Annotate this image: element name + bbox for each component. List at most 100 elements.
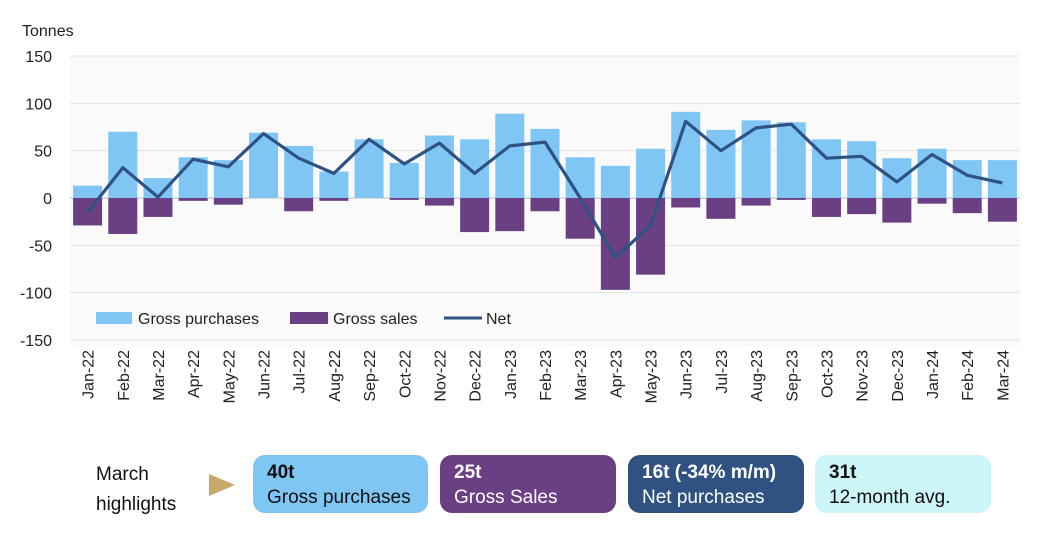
bar-gross-sales [143,198,173,217]
bar-gross-purchases [706,129,736,198]
bar-gross-purchases [987,160,1017,198]
bar-gross-purchases [847,141,877,198]
bar-gross-sales [213,198,243,205]
bar-gross-sales [178,198,208,201]
bar-gross-purchases [108,131,138,198]
bar-gross-sales [108,198,138,234]
x-tick-label: Feb-23 [538,350,555,401]
x-tick-label: Feb-24 [960,350,977,401]
y-tick-label: -100 [20,286,52,303]
x-tick-label: May-22 [221,350,238,403]
x-tick-label: Sep-22 [362,350,379,402]
bar-gross-sales [671,198,701,208]
bar-gross-purchases [636,148,666,198]
highlight-text: Gross purchases [267,487,411,508]
x-tick-label: Mar-22 [151,350,168,401]
bar-gross-sales [460,198,490,233]
bar-gross-sales [495,198,525,232]
highlight-value: 40t [267,462,295,483]
x-tick-label: Aug-23 [749,350,766,402]
bar-gross-sales [987,198,1017,222]
x-tick-label: Oct-22 [397,350,414,398]
legend-label-gross-sales: Gross sales [333,311,417,328]
bar-gross-purchases [178,157,208,198]
legend: Gross purchases Gross sales Net [96,311,511,328]
bar-gross-purchases [600,165,630,198]
x-tick-label: Aug-22 [327,350,344,402]
x-tick-label: Apr-22 [186,350,203,398]
bar-gross-sales [600,198,630,290]
highlight-text: Net purchases [642,487,765,508]
bar-gross-sales [882,198,912,223]
bar-gross-purchases [284,145,314,198]
x-tick-label: Jan-22 [81,350,98,399]
y-tick-label: 100 [25,96,52,113]
legend-swatch-gross-sales [290,312,328,324]
y-axis-label: Tonnes [22,23,74,40]
bar-gross-sales [811,198,841,217]
x-tick-label: Dec-22 [468,350,485,402]
bar-gross-purchases [917,148,947,198]
x-tick-label: Dec-23 [890,350,907,402]
x-tick-label: Nov-23 [855,350,872,402]
x-tick-label: May-23 [644,350,661,403]
y-tick-label: -50 [29,238,52,255]
bar-gross-purchases [671,111,701,198]
bar-gross-purchases [460,139,490,198]
x-tick-label: Feb-22 [116,350,133,401]
bar-gross-sales [847,198,877,215]
x-tick-label: Jan-23 [503,350,520,399]
highlights-label: March highlights [96,464,177,515]
bar-gross-sales [741,198,771,206]
x-tick-label: Jan-24 [925,350,942,399]
net-line [86,119,1003,260]
highlight-text: 12-month avg. [829,487,951,508]
chart: 150 100 50 0 -50 -100 -150 Tonnes Jan-22 Feb-22… [20,23,1020,403]
triangle-arrow-icon [209,474,235,496]
y-tick-label: 0 [43,191,52,208]
x-tick-label: Jul-23 [714,350,731,394]
bar-gross-purchases [530,128,560,198]
x-tick-label: Jun-23 [679,350,696,399]
bar-gross-sales [424,198,454,206]
y-tick-label: 50 [34,144,52,161]
bar-gross-sales [776,198,806,200]
highlight-card-gross-purchases: 40t Gross purchases [253,455,428,513]
bar-gross-sales [952,198,982,214]
y-tick-label: -150 [20,333,52,350]
highlight-card-gross-sales: 25t Gross Sales [440,455,616,513]
x-tick-label: Sep-23 [784,350,801,402]
bar-gross-purchases [319,171,349,198]
x-tick-label: Jul-22 [292,350,309,394]
bar-gross-sales [706,198,736,219]
highlight-text: Gross Sales [454,487,558,508]
legend-swatch-gross-purchases [96,312,132,324]
x-tick-label: Mar-24 [995,350,1012,401]
x-tick-label: Apr-23 [608,350,625,398]
net-line-group [86,119,1003,260]
bar-gross-purchases [424,135,454,198]
highlight-card-12-month-avg: 31t 12-month avg. [815,455,991,513]
x-tick-label: Mar-23 [573,350,590,401]
bar-gross-purchases [741,120,771,198]
bar-gross-purchases [565,157,595,198]
highlight-value: 31t [829,462,857,483]
legend-label-net: Net [486,311,511,328]
y-axis-ticks: 150 100 50 0 -50 -100 -150 [20,49,52,350]
bar-gross-purchases [389,162,419,198]
bar-gross-purchases [882,158,912,198]
bar-gross-sales [319,198,349,201]
y-tick-label: 150 [25,49,52,66]
bar-gross-purchases [73,185,103,198]
bar-gross-purchases [952,160,982,198]
march-highlights: March highlights 40t Gross purchases 25t… [0,448,1054,523]
bar-gross-sales [284,198,314,212]
bar-gross-sales [530,198,560,212]
x-tick-label: Jun-22 [257,350,274,399]
bar-gross-purchases [495,113,525,198]
bar-gross-sales [565,198,595,239]
legend-label-gross-purchases: Gross purchases [138,311,259,328]
highlight-value: 16t (-34% m/m) [642,462,777,483]
x-axis-ticks: Jan-22 Feb-22 Mar-22 Apr-22 May-22 Jun-22 Jul-… [81,350,1013,403]
x-tick-label: Nov-22 [432,350,449,402]
